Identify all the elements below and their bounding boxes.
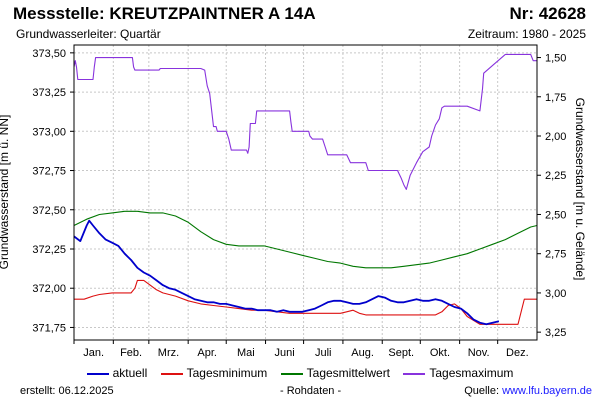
x-tick-label: Okt.	[430, 347, 450, 359]
y-tick-label-left: 372,25	[32, 244, 66, 256]
y-tick-label-left: 372,75	[32, 166, 66, 178]
legend-item-minimum: Tagesminimum	[160, 366, 268, 380]
y-tick-label-right: 3,00	[545, 288, 566, 300]
legend-swatch-minimum	[160, 372, 183, 375]
created-date: erstellt: 06.12.2025	[20, 385, 114, 397]
series-line-maximum	[73, 53, 537, 190]
period-label: Zeitraum: 1980 - 2025	[467, 27, 586, 41]
chart-legend: aktuell Tagesminimum Tagesmittelwert Tag…	[0, 366, 600, 380]
legend-label-mittel: Tagesmittelwert	[306, 366, 391, 380]
series-line-mittel	[73, 210, 538, 269]
y-tick-label-right: 2,75	[545, 249, 566, 261]
x-tick-label: Nov.	[468, 347, 490, 359]
x-tick-label: Apr.	[197, 347, 217, 359]
y-tick-label-right: 3,25	[545, 327, 566, 339]
legend-item-mittel: Tagesmittelwert	[280, 366, 391, 380]
legend-swatch-mittel	[280, 372, 303, 375]
legend-item-maximum: Tagesmaximum	[403, 366, 513, 380]
x-tick-label: Dez.	[506, 347, 529, 359]
legend-swatch-maximum	[403, 372, 426, 375]
legend-label-aktuell: aktuell	[112, 366, 148, 380]
legend-label-maximum: Tagesmaximum	[429, 366, 514, 380]
x-tick-label: Aug.	[351, 347, 374, 359]
y-tick-label-left: 373,50	[32, 48, 66, 60]
legend-swatch-aktuell	[86, 372, 109, 375]
y-tick-label-left: 373,25	[32, 87, 66, 99]
x-tick-label: Feb.	[120, 347, 142, 359]
station-title: Messstelle: KREUTZPAINTNER A 14A	[13, 4, 316, 23]
source-label: Quelle:	[464, 385, 503, 397]
legend-item-aktuell: aktuell	[86, 366, 148, 380]
x-tick-label: Sept.	[388, 347, 414, 359]
series-line-aktuell	[73, 219, 500, 326]
y-tick-label-right: 1,50	[545, 53, 566, 65]
y-tick-label-left: 372,00	[32, 283, 66, 295]
y-tick-label-right: 2,50	[545, 209, 566, 221]
x-tick-label: Mrz.	[158, 347, 179, 359]
y-tick-label-right: 2,25	[545, 170, 566, 182]
plot-frame	[73, 44, 538, 341]
x-tick-label: Mai	[237, 347, 255, 359]
x-tick-label: Juli	[315, 347, 332, 359]
plot-area	[74, 45, 537, 340]
station-number: Nr: 42628	[509, 4, 586, 23]
aquifer-label: Grundwasserleiter: Quartär	[16, 27, 161, 41]
series-line-minimum	[74, 279, 537, 325]
source-link[interactable]: www.lfu.bayern.de	[502, 385, 592, 397]
y-tick-label-right: 2,00	[545, 131, 566, 143]
x-tick-label: Jan.	[83, 347, 104, 359]
y-tick-label-left: 373,00	[32, 126, 66, 138]
legend-label-minimum: Tagesminimum	[186, 366, 268, 380]
source-credit: Quelle: www.lfu.bayern.de	[464, 385, 592, 397]
rawdata-note: - Rohdaten -	[280, 385, 342, 397]
x-tick-label: Juni	[274, 347, 294, 359]
y-tick-label-left: 372,50	[32, 205, 66, 217]
y-tick-label-left: 371,75	[32, 322, 66, 334]
y-tick-label-right: 1,75	[545, 92, 566, 104]
